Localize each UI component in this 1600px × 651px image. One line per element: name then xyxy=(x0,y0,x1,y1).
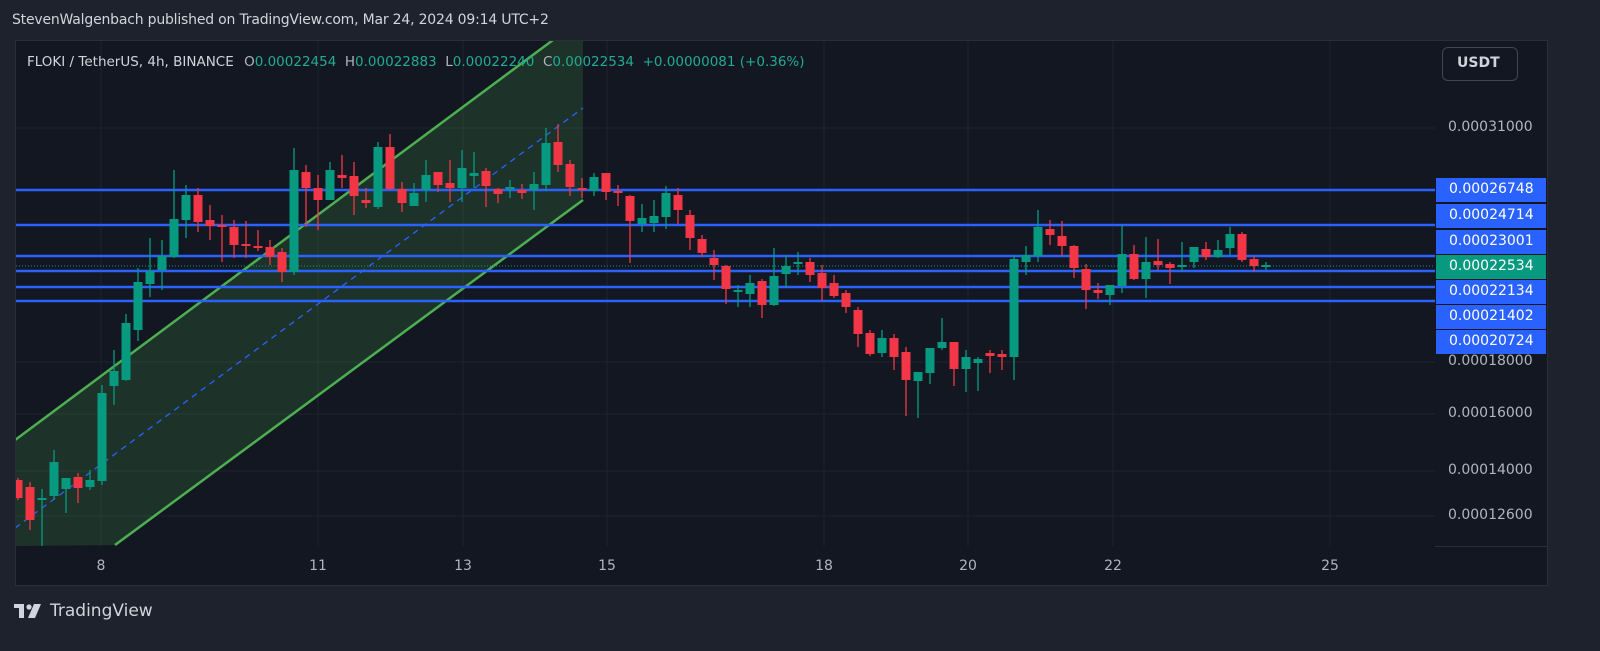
x-tick: 8 xyxy=(96,558,106,574)
ohlc-legend: FLOKI / TetherUS, 4h, BINANCE O0.0002245… xyxy=(27,54,805,70)
tradingview-logo[interactable]: TradingView xyxy=(14,601,153,621)
high-value: 0.00022883 xyxy=(355,54,437,70)
price-label[interactable]: 0.00023001 xyxy=(1436,230,1546,254)
low-value: 0.00022240 xyxy=(452,54,535,70)
currency-button[interactable]: USDT xyxy=(1442,47,1518,81)
candles xyxy=(16,124,1271,546)
x-tick: 18 xyxy=(815,558,833,574)
chart-panel[interactable] xyxy=(15,40,1548,586)
brand-name: TradingView xyxy=(50,601,153,621)
x-tick: 25 xyxy=(1321,558,1339,574)
change-value: +0.00000081 (+0.36%) xyxy=(642,54,805,70)
y-tick: 0.00016000 xyxy=(1448,405,1533,421)
axis-divider xyxy=(1435,546,1547,547)
x-tick: 13 xyxy=(454,558,472,574)
x-tick: 22 xyxy=(1104,558,1122,574)
open-value: 0.00022454 xyxy=(254,54,337,70)
close-value: 0.00022534 xyxy=(552,54,634,70)
current-price-label: 0.00022534 xyxy=(1436,255,1546,279)
y-tick: 0.00031000 xyxy=(1448,119,1533,135)
symbol-label[interactable]: FLOKI / TetherUS, 4h, BINANCE xyxy=(27,54,234,70)
price-label[interactable]: 0.00020724 xyxy=(1436,330,1546,354)
price-label[interactable]: 0.00022134 xyxy=(1436,280,1546,304)
price-label[interactable]: 0.00024714 xyxy=(1436,204,1546,228)
x-tick: 20 xyxy=(959,558,977,574)
parallel-channel[interactable] xyxy=(15,40,584,546)
x-tick: 11 xyxy=(309,558,327,574)
tradingview-logo-icon xyxy=(14,604,41,618)
price-label[interactable]: 0.00021402 xyxy=(1436,305,1546,329)
publish-line: StevenWalgenbach published on TradingVie… xyxy=(12,12,549,28)
x-tick: 15 xyxy=(598,558,616,574)
y-tick: 0.00012600 xyxy=(1448,507,1533,523)
y-tick: 0.00014000 xyxy=(1448,462,1533,478)
price-label[interactable]: 0.00026748 xyxy=(1436,178,1546,202)
y-tick: 0.00018000 xyxy=(1448,353,1533,369)
